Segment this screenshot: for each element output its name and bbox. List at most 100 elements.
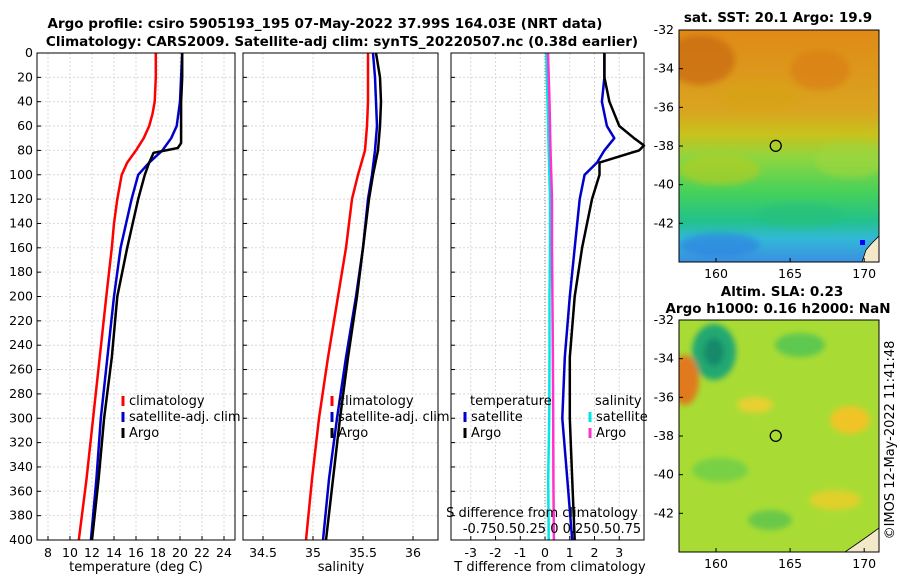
sst-texture <box>679 35 879 257</box>
salinity-panel: 34.5 35 35.5 36 <box>242 52 439 560</box>
legend-satellite-label: satellite-adj. clim <box>129 410 241 425</box>
sla-eddy-core <box>704 338 724 366</box>
x-tick-label: 20 <box>172 545 188 560</box>
x-tick-label: 160 <box>704 266 728 281</box>
sst-mid-patch <box>680 155 760 185</box>
legend-temp-satellite-label: satellite <box>471 410 523 425</box>
difference-xlabel: T difference from climatology <box>453 560 646 575</box>
y-tick-label: -32 <box>654 22 674 37</box>
x-tick-label: 165 <box>778 266 802 281</box>
difference-temperature-legend: temperature satellite Argo <box>463 394 552 441</box>
title-line-1: Argo profile: csiro 5905193_195 07-May-2… <box>48 16 603 32</box>
y-tick-label: 280 <box>9 386 33 401</box>
x-tick-label: 10 <box>62 545 78 560</box>
series-line-temperature-satellite <box>561 53 616 541</box>
x-tick-label: 12 <box>84 545 100 560</box>
y-tick-label: 240 <box>9 337 33 352</box>
argo-location-marker <box>769 429 782 442</box>
sst-cool-patch <box>680 233 760 257</box>
legend-climatology-label: climatology <box>129 394 205 409</box>
x-tick-label: -2 <box>489 545 501 560</box>
y-tick-label: 180 <box>9 264 33 279</box>
x-tick-label: -1 <box>514 545 526 560</box>
y-tick-label: -42 <box>654 505 674 520</box>
map-frame <box>678 29 880 263</box>
sla-patch <box>737 397 773 413</box>
series-line-temperature-argo <box>568 53 646 541</box>
sla-patch <box>775 333 825 357</box>
y-tick-label: -34 <box>654 351 674 366</box>
x-tick-label: 24 <box>216 545 232 560</box>
plot-frame <box>36 52 236 541</box>
y-tick-label: 0 <box>25 45 33 60</box>
y-tick-label: 260 <box>9 362 33 377</box>
sla-map-title-2: Argo h1000: 0.16 h2000: NaN <box>665 301 890 317</box>
sst-warm-patch <box>679 35 735 85</box>
x-tick-label: 1 <box>566 545 574 560</box>
y-tick-label: 380 <box>9 508 33 523</box>
sla-map-axes: 160 165 170 -32 -34 -36 -38 -40 -42 <box>654 312 880 571</box>
y-tick-label: 220 <box>9 313 33 328</box>
y-tick-label: 60 <box>17 118 33 133</box>
legend-salinity-title: salinity <box>595 394 642 409</box>
x-tick-label: 16 <box>128 545 144 560</box>
y-tick-label: -40 <box>654 177 674 192</box>
sla-warm-patch <box>679 355 699 405</box>
y-tick-label: -32 <box>654 312 674 327</box>
map-frame <box>678 319 880 553</box>
x-tick-label: 8 <box>44 545 52 560</box>
x-tick-label: 2 <box>591 545 599 560</box>
x-tick-label: -3 <box>465 545 477 560</box>
sla-patch <box>809 490 861 510</box>
y-tick-label: 80 <box>17 142 33 157</box>
difference-top-xlabel: S difference from climatology <box>446 506 638 521</box>
x-tick-label: 18 <box>150 545 166 560</box>
series-line-salinity-argo <box>546 52 556 541</box>
temperature-legend: climatology satellite-adj. clim Argo <box>121 394 241 441</box>
y-tick-label: 160 <box>9 240 33 255</box>
sst-map-axes: 160 165 170 -32 -34 -36 -38 -40 -42 <box>654 22 880 281</box>
series-line-climatology <box>304 53 370 541</box>
sst-mid-patch <box>815 142 879 178</box>
sst-map-image <box>679 30 879 262</box>
legend-climatology-label: climatology <box>338 394 414 409</box>
y-tick-label: 300 <box>9 410 33 425</box>
temperature-panel: 0 20 40 60 80 100 120 140 160 180 200 220 240 260 280 3… <box>9 45 236 560</box>
sst-cold-pixel <box>860 240 865 245</box>
x-tick-label: 36 <box>405 545 421 560</box>
difference-top-ticks: -0.750.50.25 0 0.250.50.75 <box>463 522 641 537</box>
x-tick-label: 34.5 <box>249 545 277 560</box>
series-line-satellite-adj-clim <box>89 52 184 541</box>
sst-land <box>861 235 879 262</box>
temperature-xlabel: temperature (deg C) <box>69 560 203 575</box>
sla-map-image <box>679 320 879 552</box>
legend-sal-argo-label: Argo <box>596 426 626 441</box>
sla-map-title-1: Altim. SLA: 0.23 <box>721 284 843 300</box>
x-tick-label: 0 <box>541 545 549 560</box>
salinity-legend: climatology satellite-adj. clim Argo <box>330 394 450 441</box>
y-tick-label: -38 <box>654 428 674 443</box>
series-line-climatology <box>77 53 158 541</box>
argo-location-marker <box>769 139 782 152</box>
legend-argo-label: Argo <box>129 426 159 441</box>
plot-frame <box>242 52 439 541</box>
y-tick-label: 40 <box>17 94 33 109</box>
sla-patch <box>830 406 870 434</box>
y-tick-label: 200 <box>9 289 33 304</box>
footer-timestamp: ©IMOS 12-May-2022 11:41:48 <box>883 341 898 540</box>
sst-warm-patch <box>790 50 850 90</box>
legend-temp-argo-label: Argo <box>471 426 501 441</box>
difference-panel: -3 -2 -1 0 1 2 3 <box>450 52 646 560</box>
y-tick-label: -42 <box>654 215 674 230</box>
y-tick-label: 120 <box>9 191 33 206</box>
sst-cool-patch <box>755 203 845 227</box>
y-tick-label: 360 <box>9 483 33 498</box>
legend-sal-satellite-label: satellite <box>596 410 648 425</box>
y-tick-label: 100 <box>9 167 33 182</box>
series-line-salinity-satellite <box>545 52 552 541</box>
x-tick-label: 165 <box>778 556 802 571</box>
y-tick-label: -36 <box>654 389 674 404</box>
sst-map-title: sat. SST: 20.1 Argo: 19.9 <box>684 10 872 26</box>
y-tick-label: -36 <box>654 99 674 114</box>
